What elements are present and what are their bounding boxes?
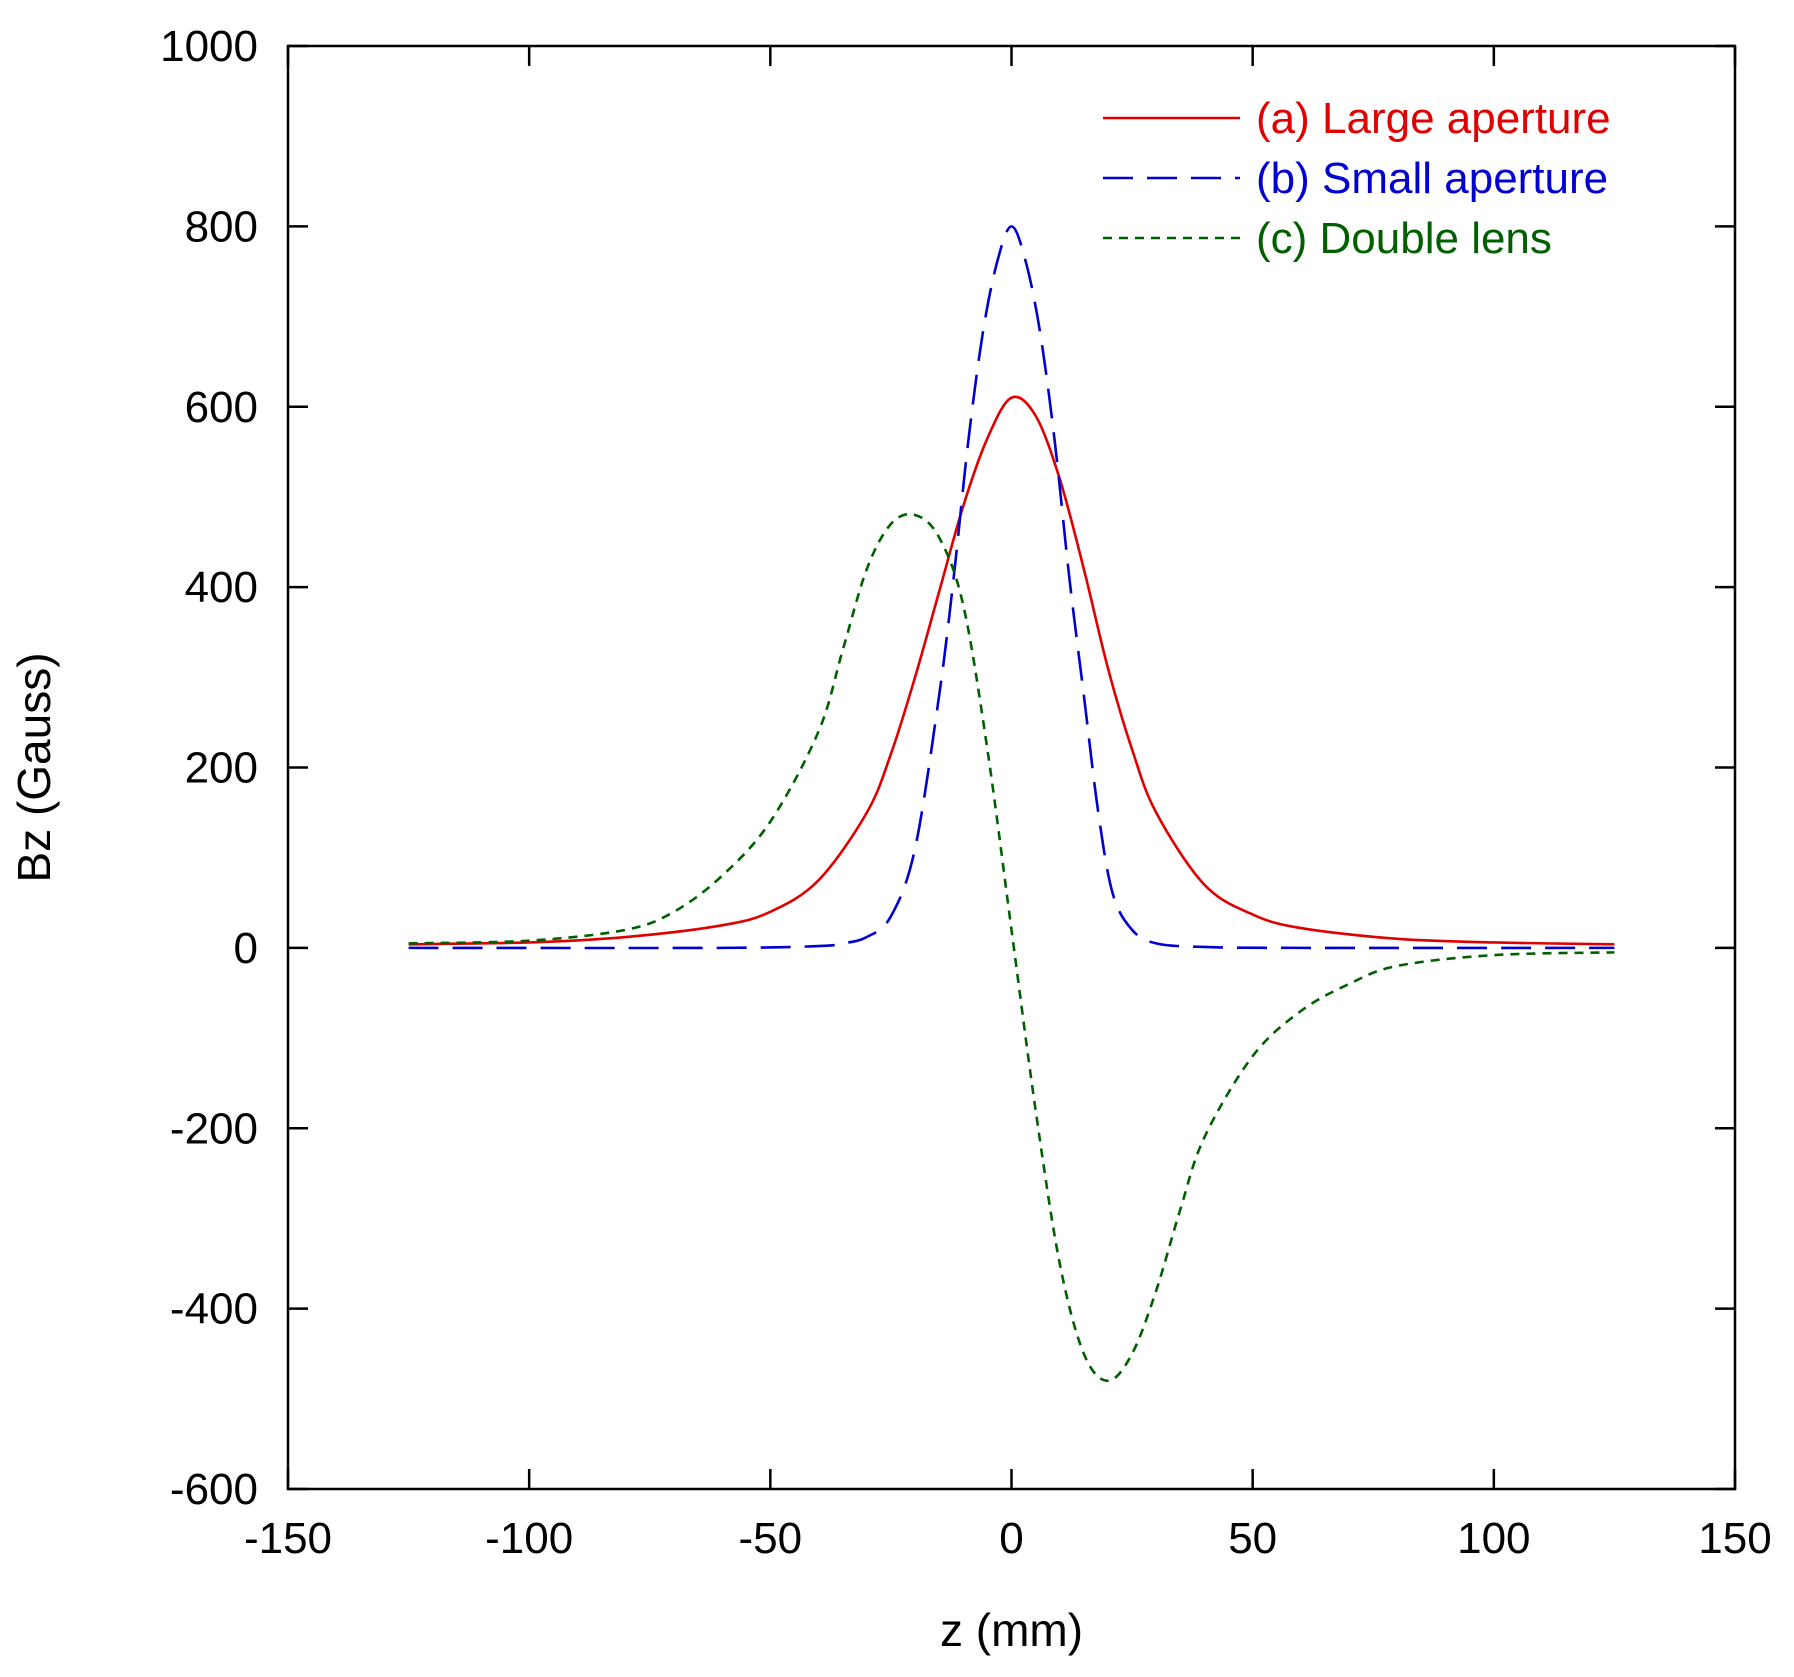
y-tick-label: 600 <box>185 383 258 432</box>
y-tick-label: -600 <box>170 1465 258 1514</box>
y-tick-label: 1000 <box>160 22 258 71</box>
x-axis-label: z (mm) <box>940 1604 1083 1656</box>
legend-label-c: (c) Double lens <box>1256 214 1552 263</box>
y-tick-label: -400 <box>170 1285 258 1334</box>
y-axis-label: Bz (Gauss) <box>8 652 60 882</box>
y-tick-label: -200 <box>170 1104 258 1153</box>
x-tick-label: -150 <box>244 1514 332 1563</box>
y-tick-label: 400 <box>185 563 258 612</box>
y-tick-label: 200 <box>185 744 258 793</box>
y-tick-label: 800 <box>185 202 258 251</box>
series-line-c <box>408 512 1615 1383</box>
legend-label-b: (b) Small aperture <box>1256 154 1608 203</box>
y-tick-label: 0 <box>234 924 258 973</box>
x-tick-label: 50 <box>1228 1514 1277 1563</box>
legend: (a) Large aperture (b) Small aperture (c) … <box>1103 94 1611 263</box>
x-tick-label: -50 <box>739 1514 803 1563</box>
y-axis: -600 -400 -200 0 200 400 600 800 1000 <box>160 22 1735 1514</box>
x-tick-label: -100 <box>485 1514 573 1563</box>
x-tick-label: 150 <box>1698 1514 1771 1563</box>
legend-label-a: (a) Large aperture <box>1256 94 1611 143</box>
x-tick-label: 100 <box>1457 1514 1530 1563</box>
x-axis: -150 -100 -50 0 50 100 150 <box>244 46 1772 1563</box>
x-tick-label: 0 <box>999 1514 1023 1563</box>
plot-lines <box>408 225 1615 1383</box>
series-line-a <box>408 395 1615 946</box>
series-line-b <box>408 225 1615 950</box>
